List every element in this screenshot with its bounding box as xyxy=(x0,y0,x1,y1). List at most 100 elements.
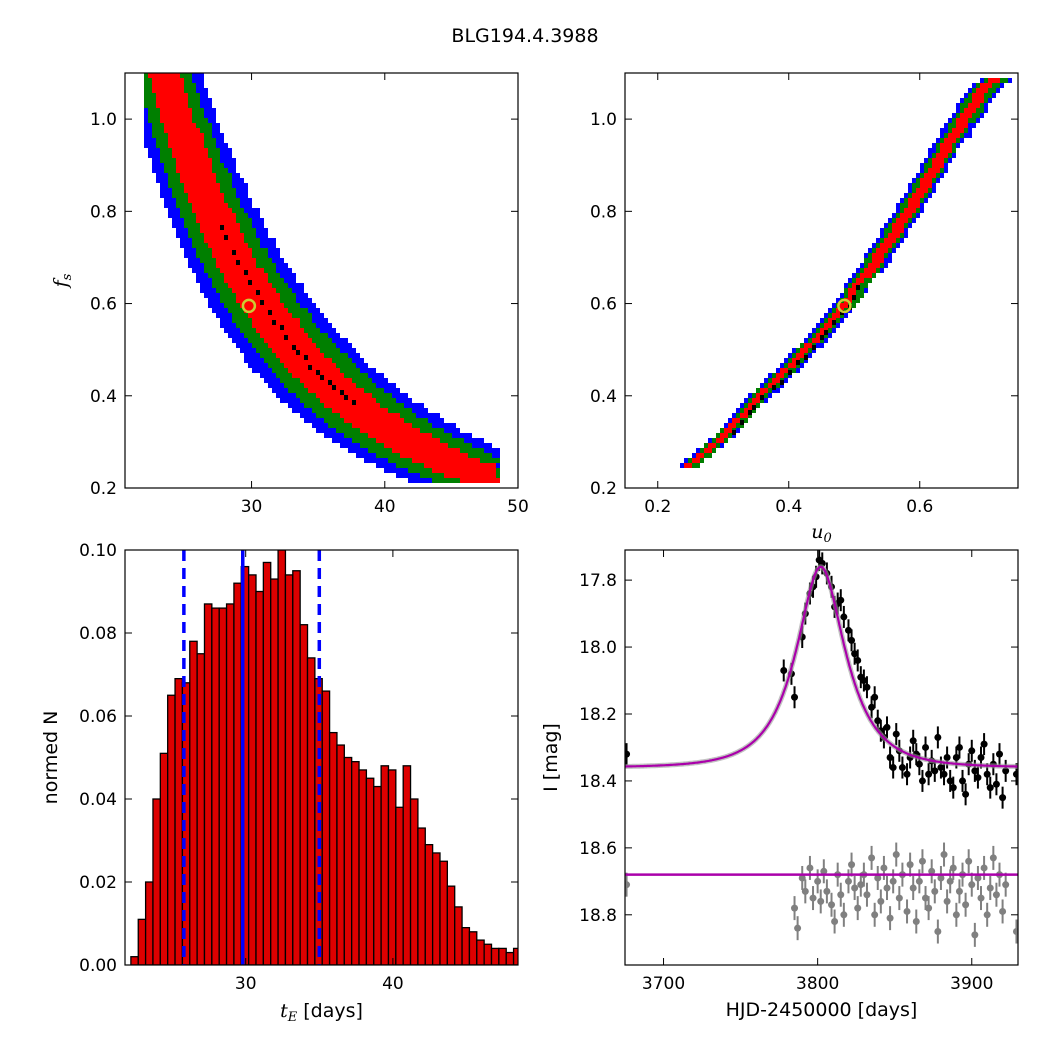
histogram-bar xyxy=(351,761,360,965)
histogram-bar xyxy=(174,678,184,965)
histogram-bar xyxy=(196,653,206,965)
sigma1-cells xyxy=(892,223,904,228)
best-cell xyxy=(224,235,228,240)
data-point-black xyxy=(780,666,788,674)
sigma1-cells xyxy=(352,423,412,428)
histogram-bar xyxy=(306,657,316,965)
y-tick-label: 0.06 xyxy=(79,707,117,727)
data-point-black xyxy=(977,754,985,761)
sigma1-cells xyxy=(180,178,216,183)
data-point-gray xyxy=(831,917,839,925)
best-cell xyxy=(292,345,296,350)
histogram-bar xyxy=(461,927,471,965)
data-point-gray xyxy=(1002,881,1010,889)
histogram-bar xyxy=(505,951,515,965)
data-point-gray xyxy=(931,887,939,895)
best-cell xyxy=(220,225,224,230)
data-point-gray xyxy=(909,884,917,892)
sigma1-cells xyxy=(192,208,232,213)
y-tick-label: 0.2 xyxy=(590,479,617,499)
data-point-black xyxy=(898,764,906,772)
sigma1-cells xyxy=(276,353,324,358)
histogram-bar xyxy=(284,574,294,965)
sigma1-cells xyxy=(904,208,916,213)
sigma1-cells xyxy=(152,88,184,93)
best-cell xyxy=(232,250,236,255)
data-point-gray xyxy=(940,851,948,859)
x-tick-label: 0.4 xyxy=(775,497,802,517)
best-cell xyxy=(328,380,332,385)
sigma1-cells xyxy=(696,453,704,458)
best-cell xyxy=(284,335,288,340)
best-fit-marker xyxy=(837,298,852,314)
histogram-bar xyxy=(602,961,609,965)
histogram-bar xyxy=(247,574,257,965)
sigma1-cells xyxy=(332,408,388,413)
sigma1-cells xyxy=(684,463,692,468)
sigma1-cells xyxy=(168,143,204,148)
histogram-bar xyxy=(476,939,485,965)
histogram-bar xyxy=(167,694,176,965)
y-tick-label: 0.6 xyxy=(90,295,117,315)
histogram-bar xyxy=(152,798,161,965)
sigma1-cells xyxy=(692,458,700,463)
y-tick-label: 0.2 xyxy=(90,479,117,499)
sigma1-cells xyxy=(152,78,184,83)
data-point-black xyxy=(903,770,911,778)
sigma1-cells xyxy=(196,218,236,223)
panel-fs-vs-tE: 30 40 50 0.2 0.4 0.6 0.8 1.0 fs xyxy=(50,72,529,517)
sigma1-cells xyxy=(848,288,856,293)
histogram-bar xyxy=(543,957,550,965)
sigma1-cells xyxy=(376,438,440,443)
sigma1-cells xyxy=(972,93,984,98)
x-tick-label: 40 xyxy=(374,497,396,517)
y-tick-label: 0.10 xyxy=(79,541,117,561)
axes-frame xyxy=(124,72,519,489)
sigma1-cells xyxy=(940,143,952,148)
histogram-bar xyxy=(365,777,375,965)
sigma1-cells xyxy=(308,388,364,393)
x-axis-label: u0 xyxy=(811,521,832,546)
best-cell xyxy=(316,370,320,375)
best-cell xyxy=(280,325,284,330)
data-point-black xyxy=(883,723,891,731)
sigma1-cells xyxy=(944,138,956,143)
x-tick-label: 3900 xyxy=(950,974,993,994)
sigma1-cells xyxy=(856,278,864,283)
sigma1-cells xyxy=(280,358,332,363)
sigma1-cells xyxy=(860,273,872,278)
sigma1-cells xyxy=(216,263,256,268)
data-point-gray xyxy=(952,911,960,919)
sigma1-cells xyxy=(920,183,932,188)
data-point-gray xyxy=(986,884,994,892)
data-point-gray xyxy=(934,928,942,936)
data-point-black xyxy=(940,770,948,778)
y-tick-label: 18.6 xyxy=(579,839,617,859)
sigma1-cells xyxy=(948,133,960,138)
data-point-gray xyxy=(971,931,979,939)
sigma1-cells xyxy=(324,403,380,408)
data-point-gray xyxy=(871,911,879,919)
sigma1-cells xyxy=(724,428,732,433)
histogram-bar xyxy=(336,744,345,965)
best-cell xyxy=(852,295,856,300)
sigma1-cells xyxy=(444,473,496,478)
data-point-black xyxy=(874,717,882,725)
data-point-gray xyxy=(968,881,976,889)
y-tick-label: 0.8 xyxy=(90,202,117,222)
y-tick-label: 0.6 xyxy=(590,295,617,315)
sigma1-cells xyxy=(424,463,496,468)
sigma1-cells xyxy=(972,98,984,103)
data-point-gray xyxy=(965,857,973,865)
data-point-black xyxy=(980,740,988,748)
data-point-black xyxy=(934,733,942,741)
sigma1-cells xyxy=(156,103,188,108)
histogram-bar xyxy=(218,607,228,965)
sigma1-cells xyxy=(188,198,224,203)
y-tick-label: 0.04 xyxy=(79,790,117,810)
data-point-black xyxy=(791,693,799,701)
data-point-black xyxy=(959,777,967,785)
sigma1-cells xyxy=(960,113,972,118)
histogram-bar xyxy=(424,844,434,965)
data-point-gray xyxy=(798,874,806,882)
